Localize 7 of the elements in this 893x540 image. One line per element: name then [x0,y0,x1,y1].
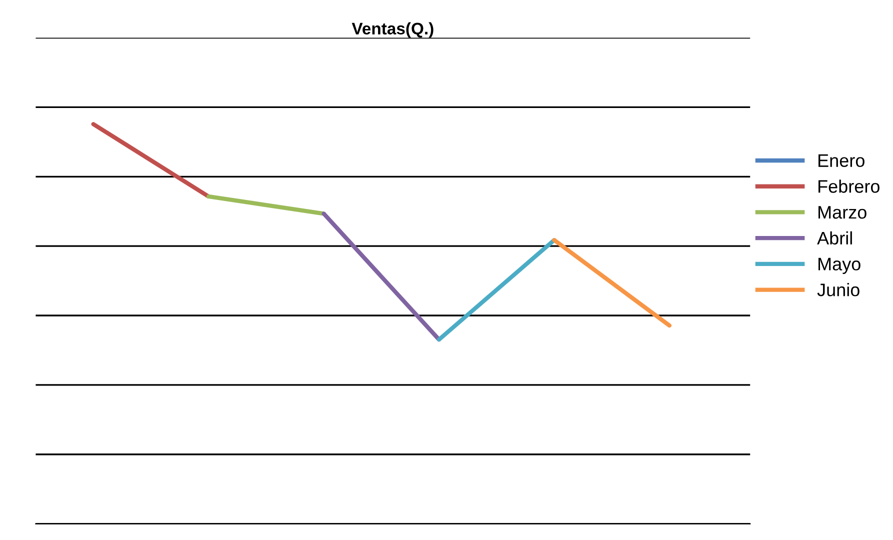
legend-label: Abril [817,231,852,245]
legend-label: Enero [818,154,864,167]
legend-label: Junio [817,283,860,296]
legend-label: Mayo [818,258,860,274]
legend-label: Marzo [818,206,866,219]
legend-label: Febrero [818,180,880,193]
chart-title: Ventas(Q.) [352,22,434,38]
